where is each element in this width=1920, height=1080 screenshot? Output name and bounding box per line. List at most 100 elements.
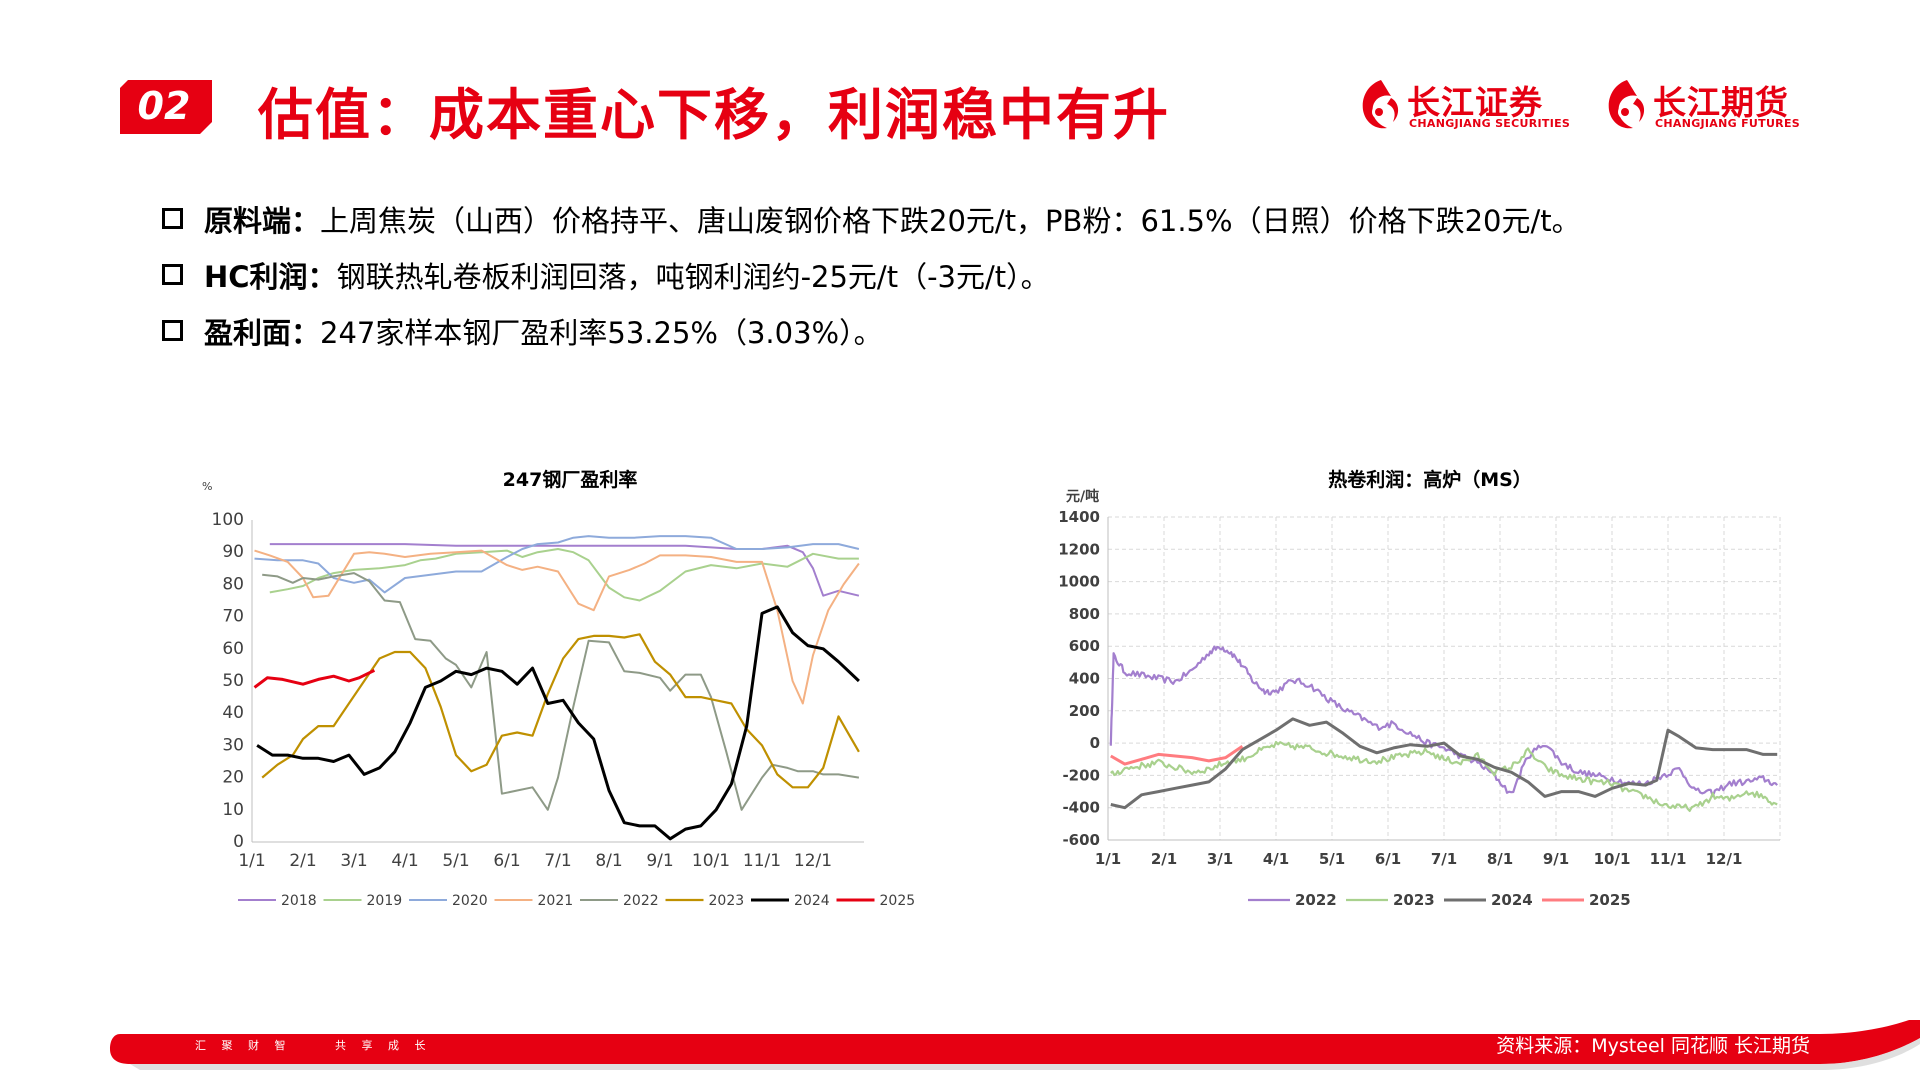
y-tick-label: 40	[222, 703, 244, 723]
y-tick-label: 60	[222, 639, 244, 659]
y-tick-label: 70	[222, 607, 244, 627]
page-title: 估值：成本重心下移，利润稳中有升	[258, 83, 1171, 147]
y-tick-label: 90	[222, 542, 244, 562]
y-tick-label: -600	[1062, 831, 1100, 849]
changjiang-securities-logo: 长江证券 CHANGJIANG SECURITIES	[1357, 76, 1577, 136]
chart-plot: 0 10 20 30 40 50 60 70 80 90 100 1/1 2/1 3/1 4/1 5/1 6/1…	[202, 480, 915, 909]
y-tick-label: 30	[222, 735, 244, 755]
y-tick-label: 200	[1069, 702, 1100, 720]
checkbox-icon	[162, 264, 183, 285]
y-tick-label: -400	[1062, 799, 1100, 817]
x-tick-label: 7/1	[544, 851, 571, 871]
changjiang-futures-logo: 长江期货 CHANGJIANG FUTURES	[1603, 76, 1823, 136]
chart-title: 247钢厂盈利率	[502, 469, 638, 491]
x-tick-label: 7/1	[1431, 850, 1457, 868]
bullet-label: 原料端：	[204, 204, 321, 238]
x-tick-label: 8/1	[595, 851, 622, 871]
y-axis-label: 元/吨	[1066, 488, 1099, 505]
bullet-text: 钢联热轧卷板利润回落，吨钢利润约-25元/t（-3元/t）。	[336, 260, 1050, 294]
y-tick-label: 1200	[1058, 540, 1100, 558]
series-line-2025	[253, 669, 376, 689]
legend-label-2023: 2023	[1393, 891, 1435, 909]
x-tick-label: 6/1	[493, 851, 520, 871]
data-source: 资料来源：Mysteel 同花顺 长江期货	[1496, 1035, 1810, 1057]
section-number: 02	[138, 84, 191, 128]
footer-slogan: 汇 聚 财 智 共 享 成 长	[195, 1037, 466, 1053]
bullet-text: 上周焦炭（山西）价格持平、唐山废钢价格下跌20元/t，PB粉：61.5%（日照）…	[320, 204, 1581, 238]
series-line-2024	[1110, 717, 1778, 810]
legend-label-2023: 2023	[709, 893, 745, 909]
phoenix-icon	[1608, 80, 1645, 129]
legend-label-2022: 2022	[623, 893, 659, 909]
y-tick-label: -200	[1062, 766, 1100, 784]
series-line-2024	[256, 605, 860, 841]
series-line-2019	[269, 548, 859, 602]
legend-label-2025: 2025	[1589, 891, 1631, 909]
legend-label-2021: 2021	[538, 893, 574, 909]
y-tick-label: 1400	[1058, 508, 1100, 526]
x-tick-label: 10/1	[1594, 850, 1631, 868]
legend-label-2020: 2020	[452, 893, 488, 909]
y-tick-label: 0	[1090, 734, 1100, 752]
legend-label-2022: 2022	[1295, 891, 1337, 909]
checkbox-icon	[162, 208, 183, 229]
legend-label-2019: 2019	[367, 893, 403, 909]
x-tick-label: 3/1	[340, 851, 367, 871]
bullet-label: HC利润：	[204, 260, 337, 294]
series-line-2022	[1109, 645, 1778, 798]
logo-securities-name: 长江证券	[1407, 83, 1543, 122]
y-tick-label: 10	[222, 800, 244, 820]
x-tick-label: 11/1	[1650, 850, 1687, 868]
x-tick-label: 1/1	[238, 851, 265, 871]
chart-steel-mill-profit-rate: 247钢厂盈利率 0 10 20 30 40 50 60 70 80 90 100 1/1 2/1 3/1…	[180, 455, 960, 915]
x-tick-label: 8/1	[1487, 850, 1513, 868]
y-tick-label: 1000	[1058, 573, 1100, 591]
chart-title: 热卷利润：高炉（MS）	[1328, 469, 1532, 491]
logo-futures-name: 长江期货	[1653, 83, 1789, 122]
series-line-2023	[1110, 740, 1778, 812]
y-tick-label: 600	[1069, 637, 1100, 655]
logo-securities-name-en: CHANGJIANG SECURITIES	[1409, 117, 1571, 130]
x-tick-label: 6/1	[1375, 850, 1401, 868]
x-tick-label: 10/1	[692, 851, 730, 871]
section-number-badge: 02	[120, 80, 212, 134]
series-line-2018	[269, 543, 860, 597]
y-tick-label: 100	[212, 510, 244, 530]
footer-slogan-2: 共 享 成 长	[335, 1039, 432, 1052]
x-tick-label: 12/1	[1706, 850, 1743, 868]
series-line-2025	[1110, 745, 1244, 766]
y-tick-label: 400	[1069, 670, 1100, 688]
x-tick-label: 9/1	[646, 851, 673, 871]
bullet-text: 247家样本钢厂盈利率53.25%（3.03%）。	[320, 316, 883, 350]
x-tick-label: 3/1	[1207, 850, 1233, 868]
x-tick-label: 2/1	[289, 851, 316, 871]
y-tick-label: 0	[233, 832, 244, 852]
legend-label-2018: 2018	[281, 893, 317, 909]
footer-bar	[110, 1020, 1920, 1070]
x-tick-label: 1/1	[1095, 850, 1121, 868]
chart-hot-coil-profit: 热卷利润：高炉（MS） -600 -400 -200 0 200 400 600 800 100…	[1040, 455, 1800, 915]
y-tick-label: 800	[1069, 605, 1100, 623]
x-tick-label: 2/1	[1151, 850, 1177, 868]
series-line-2022	[262, 572, 860, 811]
logo-futures-name-en: CHANGJIANG FUTURES	[1655, 117, 1800, 130]
x-tick-label: 11/1	[743, 851, 781, 871]
x-tick-label: 12/1	[794, 851, 832, 871]
x-tick-label: 5/1	[442, 851, 469, 871]
y-tick-label: 50	[222, 671, 244, 691]
x-tick-label: 9/1	[1543, 850, 1569, 868]
bullet-label: 盈利面：	[204, 316, 321, 350]
y-axis-label: %	[202, 480, 212, 493]
footer-slogan-1: 汇 聚 财 智	[195, 1039, 292, 1052]
chart-plot: -600 -400 -200 0 200 400 600 800 1000 1200 1400 1/1…	[1058, 488, 1781, 909]
legend-label-2024: 2024	[1491, 891, 1533, 909]
series-line-2023	[261, 633, 860, 789]
phoenix-icon	[1362, 80, 1399, 129]
x-tick-label: 4/1	[1263, 850, 1289, 868]
legend-label-2024: 2024	[794, 893, 830, 909]
x-tick-label: 5/1	[1319, 850, 1345, 868]
y-tick-label: 80	[222, 574, 244, 594]
series-line-2020	[254, 535, 860, 594]
x-tick-label: 4/1	[391, 851, 418, 871]
checkbox-icon	[162, 320, 183, 341]
